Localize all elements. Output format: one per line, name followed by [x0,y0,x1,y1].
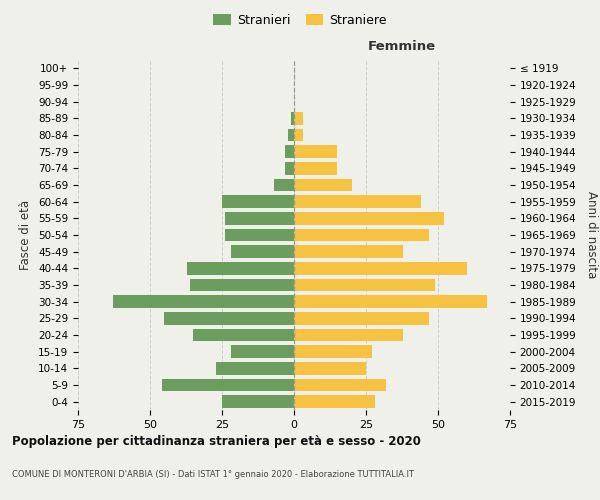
Bar [291,112,294,124]
Bar [294,246,403,258]
Bar [294,162,337,174]
Bar [294,279,435,291]
Bar [274,179,294,192]
Bar [294,379,386,391]
Bar [193,329,294,341]
Bar [225,229,294,241]
Y-axis label: Anni di nascita: Anni di nascita [585,192,598,278]
Bar [286,146,294,158]
Bar [113,296,294,308]
Bar [294,396,374,408]
Bar [216,362,294,374]
Bar [288,129,294,141]
Bar [294,296,487,308]
Bar [294,346,372,358]
Bar [190,279,294,291]
Bar [294,262,467,274]
Bar [294,362,366,374]
Bar [187,262,294,274]
Bar [294,129,302,141]
Bar [294,146,337,158]
Bar [222,396,294,408]
Bar [294,112,302,124]
Legend: Stranieri, Straniere: Stranieri, Straniere [208,8,392,32]
Bar [164,312,294,324]
Bar [286,162,294,174]
Text: Femmine: Femmine [368,40,436,53]
Bar [230,246,294,258]
Bar [161,379,294,391]
Bar [294,212,444,224]
Y-axis label: Fasce di età: Fasce di età [19,200,32,270]
Text: Popolazione per cittadinanza straniera per età e sesso - 2020: Popolazione per cittadinanza straniera p… [12,435,421,448]
Bar [294,196,421,208]
Bar [222,196,294,208]
Bar [294,179,352,192]
Bar [294,329,403,341]
Text: COMUNE DI MONTERONI D'ARBIA (SI) - Dati ISTAT 1° gennaio 2020 - Elaborazione TUT: COMUNE DI MONTERONI D'ARBIA (SI) - Dati … [12,470,414,479]
Bar [294,312,430,324]
Bar [294,229,430,241]
Bar [230,346,294,358]
Bar [225,212,294,224]
